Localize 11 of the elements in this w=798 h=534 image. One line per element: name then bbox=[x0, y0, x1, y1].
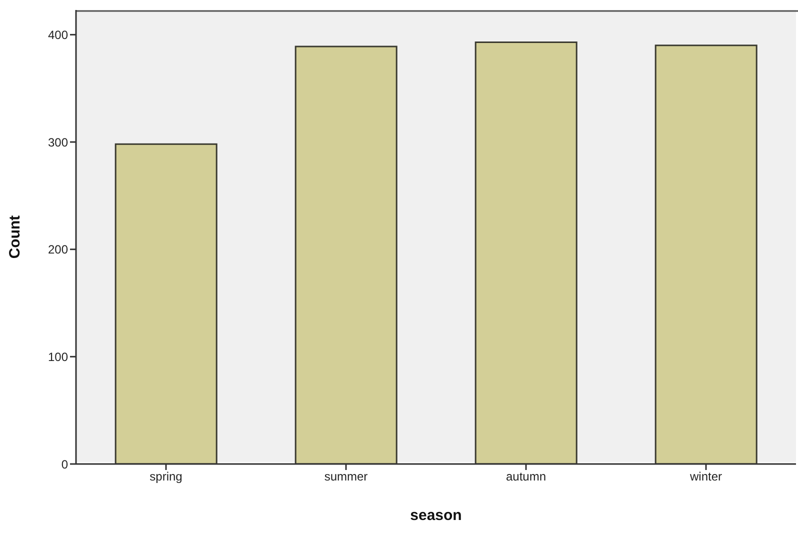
x-tick-label: autumn bbox=[506, 470, 546, 484]
y-tick-label: 400 bbox=[48, 28, 68, 42]
y-axis-title: Count bbox=[6, 215, 24, 259]
x-tick-label: spring bbox=[150, 470, 182, 484]
y-tick-label: 100 bbox=[48, 350, 68, 364]
x-tick-label: summer bbox=[324, 470, 368, 484]
y-tick-label: 0 bbox=[61, 457, 68, 472]
x-axis-title: season bbox=[410, 507, 462, 524]
y-tick-label: 200 bbox=[48, 242, 68, 257]
y-tick-label: 300 bbox=[48, 135, 68, 150]
x-tick-label: winter bbox=[688, 470, 722, 484]
